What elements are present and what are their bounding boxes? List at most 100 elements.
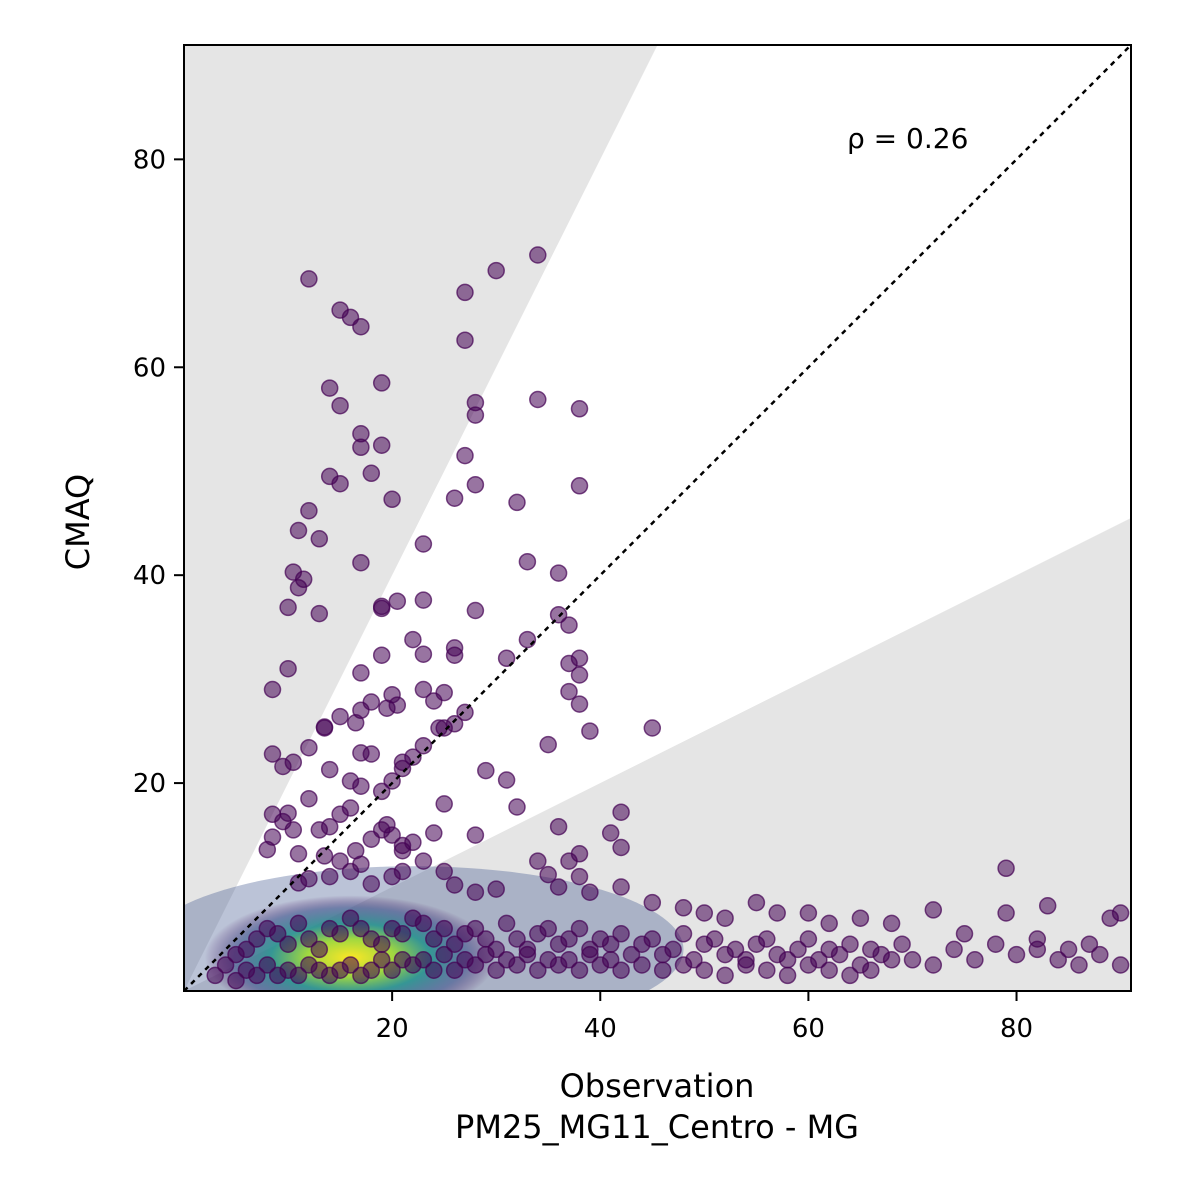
data-point <box>799 956 818 974</box>
data-point <box>487 261 505 280</box>
data-point <box>393 925 412 943</box>
data-point <box>549 817 568 836</box>
data-point <box>560 682 578 701</box>
data-point <box>1059 940 1078 959</box>
data-point <box>362 961 381 979</box>
data-point <box>352 317 370 336</box>
data-point <box>570 695 589 713</box>
data-point <box>539 865 557 884</box>
data-point <box>508 798 526 816</box>
data-point <box>1070 956 1088 974</box>
one-to-one-line <box>184 45 1131 991</box>
data-point <box>518 945 537 964</box>
data-point <box>315 719 334 737</box>
data-points <box>206 246 1130 990</box>
x-axis-label: Observation <box>560 1067 755 1105</box>
data-point <box>362 693 381 711</box>
data-point <box>414 535 433 553</box>
data-point <box>320 760 339 779</box>
data-point <box>315 847 334 865</box>
data-point <box>924 901 943 919</box>
data-point <box>570 919 589 938</box>
data-point <box>445 646 464 664</box>
data-point <box>284 821 303 839</box>
data-point <box>778 966 797 985</box>
data-point <box>643 930 662 948</box>
data-point <box>601 951 620 969</box>
density-core <box>184 866 684 991</box>
data-point <box>986 935 1005 953</box>
data-point <box>705 930 724 948</box>
data-point <box>414 951 433 969</box>
data-point <box>529 852 547 870</box>
data-point <box>529 390 547 409</box>
data-point <box>445 715 464 733</box>
data-point <box>362 875 381 893</box>
data-point <box>258 840 277 859</box>
data-point <box>341 799 360 817</box>
data-point <box>445 935 464 953</box>
data-point <box>206 966 224 985</box>
data-point <box>320 867 339 886</box>
data-point <box>570 477 589 495</box>
data-point <box>674 956 693 974</box>
data-point <box>758 961 776 979</box>
data-point <box>372 646 391 664</box>
data-point <box>445 876 464 894</box>
correlation-annotation: ρ = 0.26 <box>847 122 968 155</box>
data-point <box>393 862 412 881</box>
data-point <box>404 748 422 766</box>
data-point <box>716 909 734 927</box>
data-point <box>456 331 474 349</box>
data-point <box>414 914 433 933</box>
data-point <box>310 530 329 548</box>
x-tick-label: 20 <box>376 1014 409 1044</box>
y-tick-label: 80 <box>133 145 166 175</box>
data-point <box>300 930 318 948</box>
data-point <box>248 966 266 985</box>
data-point <box>279 935 297 953</box>
data-point <box>747 893 766 912</box>
data-point <box>435 683 453 702</box>
data-point <box>331 707 349 726</box>
data-point <box>279 598 297 617</box>
data-point <box>508 956 526 974</box>
reference-line-group <box>184 45 1131 991</box>
plot-frame <box>183 44 1132 992</box>
data-point <box>560 951 578 969</box>
data-point <box>331 474 349 493</box>
data-point <box>622 945 641 964</box>
data-point <box>570 961 589 979</box>
data-point <box>612 961 630 979</box>
data-point <box>414 591 433 609</box>
data-point <box>497 771 516 789</box>
data-point <box>674 899 693 917</box>
data-point <box>300 789 318 808</box>
data-point <box>487 880 505 898</box>
data-point <box>799 904 818 922</box>
data-point <box>456 283 474 302</box>
data-point <box>1028 940 1047 959</box>
data-point <box>352 664 370 682</box>
data-point <box>570 867 589 886</box>
data-point <box>466 406 485 424</box>
data-point <box>487 961 505 979</box>
data-point <box>352 438 370 457</box>
data-point <box>263 680 282 699</box>
x-tick-label: 40 <box>584 1014 617 1044</box>
data-point <box>404 630 422 649</box>
data-point <box>997 859 1015 878</box>
data-point <box>882 914 901 933</box>
data-point <box>320 817 339 836</box>
data-point <box>466 919 485 938</box>
data-point <box>372 374 391 392</box>
data-point <box>789 940 807 959</box>
data-point <box>456 446 474 465</box>
data-point <box>1080 935 1099 953</box>
data-point <box>289 578 308 597</box>
data-point <box>300 869 318 888</box>
data-point <box>216 956 235 974</box>
data-point <box>404 833 422 852</box>
data-point <box>445 489 464 507</box>
data-point <box>1049 951 1067 969</box>
